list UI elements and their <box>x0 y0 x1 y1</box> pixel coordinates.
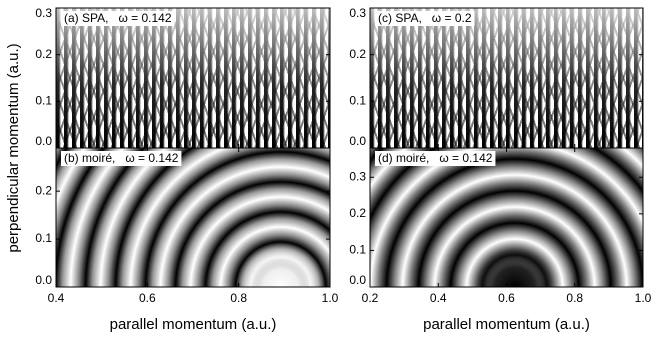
title-background <box>375 151 496 166</box>
x-tick-label: 0.6 <box>139 291 156 305</box>
x-axis-label: parallel momentum (a.u.) <box>423 316 590 333</box>
heatmap <box>56 8 330 148</box>
x-tick-label: 0.6 <box>498 291 515 305</box>
axes-frame <box>369 147 644 288</box>
axes-frame <box>55 147 331 288</box>
y-tick-label: 0.3 <box>349 169 366 183</box>
x-tick-label: 0.8 <box>230 291 247 305</box>
x-tick-label: 0.8 <box>566 291 583 305</box>
x-axis-label: parallel momentum (a.u.) <box>110 316 277 333</box>
y-tick-label: 0.2 <box>349 206 366 220</box>
x-tick-label: 1.0 <box>635 291 652 305</box>
y-tick-label: 0.3 <box>35 6 52 20</box>
y-tick-label: 0.2 <box>349 47 366 61</box>
y-tick-label: 0.2 <box>35 183 52 197</box>
y-tick-label: 0.0 <box>35 273 52 287</box>
y-tick-label: 0.1 <box>35 231 52 245</box>
heatmap <box>56 148 330 287</box>
y-tick-label: 0.0 <box>35 134 52 148</box>
panel-title: (a) SPA, ω = 0.142 <box>64 11 172 25</box>
panel-title: (d) moiré, ω = 0.142 <box>378 151 493 165</box>
axes-frame <box>369 7 644 149</box>
title-background <box>61 151 182 166</box>
title-background <box>61 11 175 26</box>
panel-title: (b) moiré, ω = 0.142 <box>64 151 179 165</box>
panel-title: (c) SPA, ω = 0.2 <box>378 11 472 25</box>
y-tick-label: 0.0 <box>349 134 366 148</box>
y-tick-label: 0.2 <box>35 47 52 61</box>
heatmap <box>370 148 643 287</box>
y-axis-label: perpendicular momentum (a.u.) <box>5 43 22 252</box>
y-tick-label: 0.0 <box>349 273 366 287</box>
x-tick-label: 0.4 <box>430 291 447 305</box>
y-tick-label: 0.3 <box>349 6 366 20</box>
title-background <box>375 11 475 26</box>
y-tick-label: 0.1 <box>35 94 52 108</box>
x-tick-label: 0.2 <box>362 291 379 305</box>
y-tick-label: 0.1 <box>349 243 366 257</box>
x-tick-label: 1.0 <box>322 291 339 305</box>
y-tick-label: 0.1 <box>349 94 366 108</box>
heatmap <box>370 8 643 148</box>
axes-frame <box>55 7 331 149</box>
x-tick-label: 0.4 <box>48 291 65 305</box>
